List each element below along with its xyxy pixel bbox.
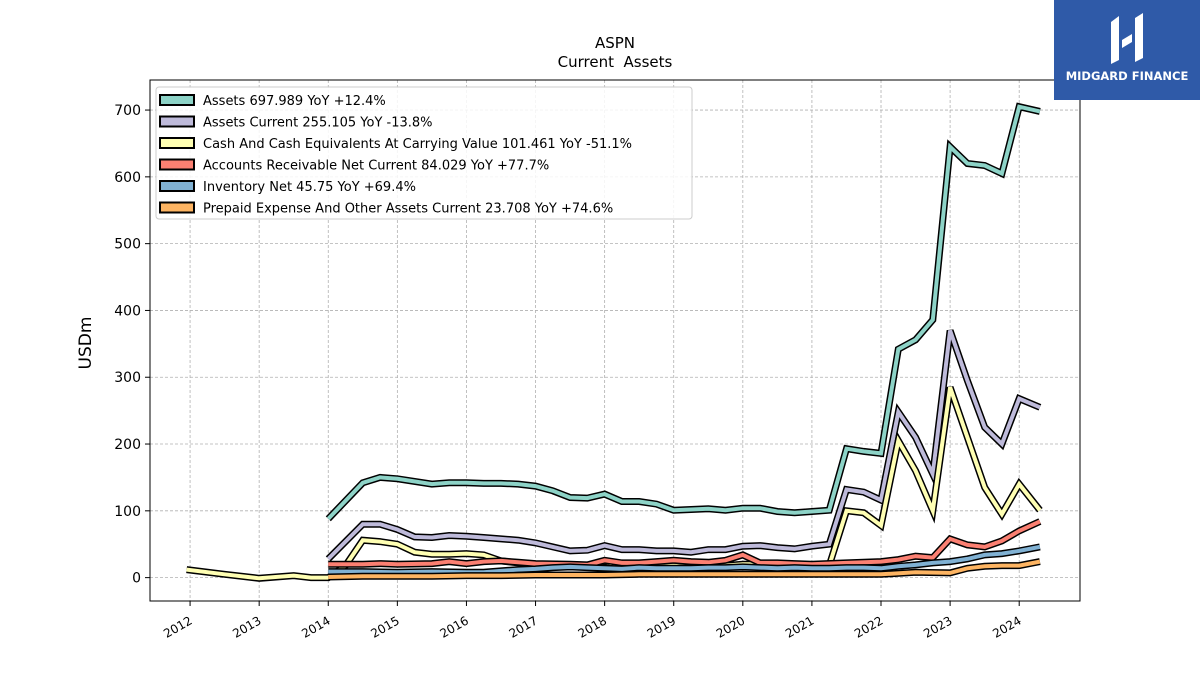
x-tick-label: 2015 <box>368 613 401 640</box>
x-tick-label: 2018 <box>576 613 609 640</box>
y-tick-label: 0 <box>132 571 141 587</box>
legend-swatch <box>159 201 195 214</box>
legend-swatch <box>159 137 195 149</box>
series-line <box>326 104 1041 521</box>
x-tick-label: 2012 <box>161 613 194 640</box>
legend-box <box>155 86 693 220</box>
x-tick-label: 2021 <box>783 613 816 640</box>
legend-item: Assets 697.989 YoY +12.4% <box>159 94 386 109</box>
x-axis: 2012 2013 2014 2015 2016 2017 2018 2019 2020 2021… <box>161 601 1024 641</box>
legend-label: Prepaid Expense And Other Assets Current… <box>203 202 613 217</box>
legend-label: Cash And Cash Equivalents At Carrying Va… <box>203 137 632 152</box>
y-tick-label: 100 <box>114 504 141 520</box>
series-line <box>328 519 1041 567</box>
y-tick-label: 400 <box>114 303 141 319</box>
legend-item: Cash And Cash Equivalents At Carrying Va… <box>159 137 632 152</box>
brand-logo: MIDGARD FINANCE <box>1054 0 1200 100</box>
x-tick-label: 2016 <box>437 613 470 640</box>
plot-frame <box>149 79 1081 602</box>
legend-swatch <box>159 158 195 171</box>
y-tick-label: 300 <box>114 370 141 386</box>
series-2 <box>325 329 1042 562</box>
series-line-outline <box>325 329 1042 562</box>
y-tick-label: 200 <box>114 437 141 453</box>
x-tick-label: 2019 <box>645 613 678 640</box>
y-tick-label: 500 <box>114 237 141 253</box>
legend-label: Inventory Net 45.75 YoY +69.4% <box>203 180 416 195</box>
series-6 <box>328 558 1041 581</box>
chart-subtitle: Current Assets <box>558 53 673 71</box>
series-line <box>328 544 1041 575</box>
y-tick-label: 600 <box>114 170 141 186</box>
legend-label: Assets 697.989 YoY +12.4% <box>203 94 386 109</box>
midgard-logo-icon <box>1111 13 1143 64</box>
legend-item: Assets Current 255.105 YoY -13.8% <box>159 115 433 131</box>
x-tick-label: 2022 <box>852 613 885 640</box>
x-tick-label: 2013 <box>230 613 263 640</box>
legend-label: Assets Current 255.105 YoY -13.8% <box>203 116 433 131</box>
x-tick-label: 2020 <box>714 613 747 640</box>
series-1 <box>325 102 1041 522</box>
x-tick-label: 2014 <box>299 613 332 640</box>
series-lines <box>186 102 1043 582</box>
legend-item: Prepaid Expense And Other Assets Current… <box>159 201 613 217</box>
legend-swatch <box>159 94 195 106</box>
y-axis: 0 100 200 300 400 500 600 700 <box>114 103 150 587</box>
legend-item: Inventory Net 45.75 YoY +69.4% <box>159 180 416 195</box>
x-tick-label: 2023 <box>921 613 954 640</box>
legend-swatch <box>159 180 195 192</box>
series-5 <box>328 543 1041 576</box>
x-tick-label: 2017 <box>507 613 540 640</box>
y-tick-label: 700 <box>114 103 141 119</box>
legend-item: Accounts Receivable Net Current 84.029 Y… <box>159 158 549 174</box>
series-line <box>328 559 1041 579</box>
y-axis-label: USDm <box>76 317 96 370</box>
brand-name: MIDGARD FINANCE <box>1065 69 1189 83</box>
legend-label: Accounts Receivable Net Current 84.029 Y… <box>203 159 549 174</box>
series-line <box>326 329 1041 561</box>
x-tick-label: 2024 <box>990 613 1023 640</box>
chart-title: ASPN <box>595 34 635 52</box>
legend: Assets 697.989 YoY +12.4% Assets Current … <box>155 86 693 220</box>
series-4 <box>328 518 1042 569</box>
legend-swatch <box>159 115 195 128</box>
